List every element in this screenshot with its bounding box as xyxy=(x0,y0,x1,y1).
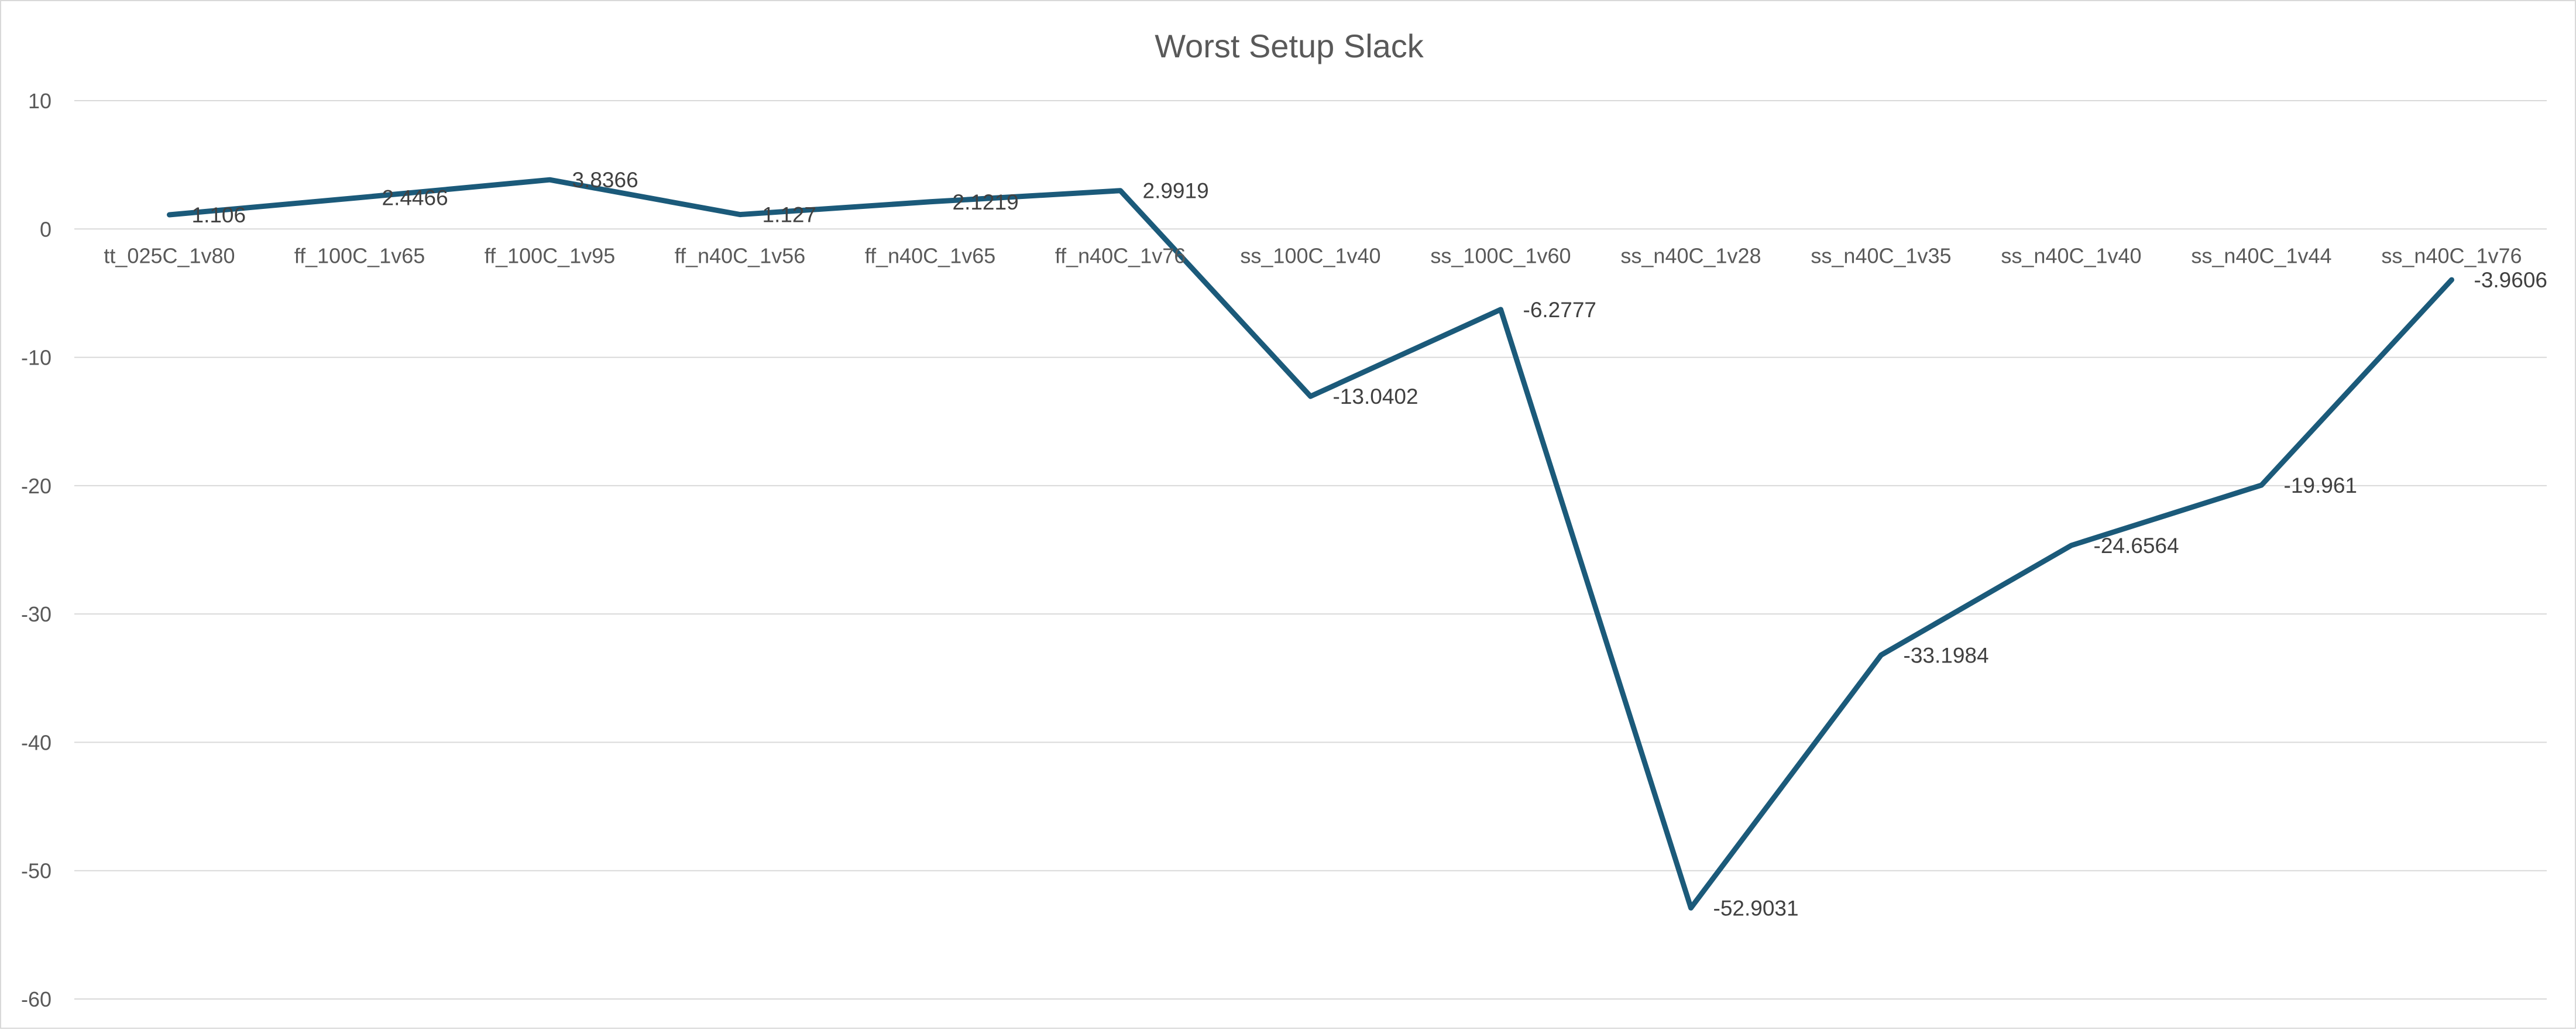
data-label: 1.106 xyxy=(192,203,246,227)
gridlines xyxy=(74,100,2547,1000)
series-line-layer xyxy=(167,177,2454,911)
x-category-label: ss_n40C_1v44 xyxy=(2191,243,2331,267)
chart-title: Worst Setup Slack xyxy=(1155,28,1424,64)
x-category-label: ss_100C_1v40 xyxy=(1240,243,1380,267)
series-line xyxy=(167,177,2454,911)
data-label: 3.8366 xyxy=(572,168,638,192)
y-tick-label: -50 xyxy=(21,859,51,883)
data-label: -33.1984 xyxy=(1904,643,1989,667)
x-category-label: ss_n40C_1v40 xyxy=(2001,243,2141,267)
x-category-label: ff_100C_1v65 xyxy=(294,243,425,267)
data-label: -13.0402 xyxy=(1333,384,1418,408)
y-tick-label: -40 xyxy=(21,730,51,754)
data-label: 2.4466 xyxy=(382,186,448,210)
x-axis-categories: tt_025C_1v80 ff_100C_1v65 ff_100C_1v95 ff_n… xyxy=(104,243,2522,267)
data-label: -24.6564 xyxy=(2094,534,2179,558)
x-category-label: ff_n40C_1v56 xyxy=(675,243,806,267)
x-category-label: ss_n40C_1v28 xyxy=(1620,243,1761,267)
data-label: -6.2777 xyxy=(1523,298,1597,322)
data-label: 1.127 xyxy=(763,203,817,227)
x-category-label: ff_n40C_1v76 xyxy=(1055,243,1186,267)
data-label: 2.1219 xyxy=(953,190,1019,214)
y-tick-label: -20 xyxy=(21,474,51,498)
y-axis-ticks: 10 0 -10 -20 -30 -40 -50 -60 xyxy=(21,89,51,1011)
x-category-label: ss_100C_1v60 xyxy=(1430,243,1571,267)
x-category-label: ff_100C_1v95 xyxy=(485,243,616,267)
y-tick-label: -60 xyxy=(21,987,51,1011)
y-tick-label: 10 xyxy=(28,89,51,113)
x-category-label: ss_n40C_1v76 xyxy=(2381,243,2522,267)
data-label: -19.961 xyxy=(2284,473,2358,497)
y-tick-label: -30 xyxy=(21,602,51,626)
x-category-label: ss_n40C_1v35 xyxy=(1811,243,1951,267)
data-label: -52.9031 xyxy=(1713,896,1799,920)
x-category-label: ff_n40C_1v65 xyxy=(865,243,996,267)
y-tick-label: 0 xyxy=(40,217,51,241)
y-tick-label: -10 xyxy=(21,346,51,370)
data-label: -3.9606 xyxy=(2474,268,2548,292)
data-labels: 1.106 2.4466 3.8366 1.127 2.1219 2.9919 -13.04… xyxy=(192,168,2548,920)
data-label: 2.9919 xyxy=(1143,179,1209,203)
x-category-label: tt_025C_1v80 xyxy=(104,243,235,267)
